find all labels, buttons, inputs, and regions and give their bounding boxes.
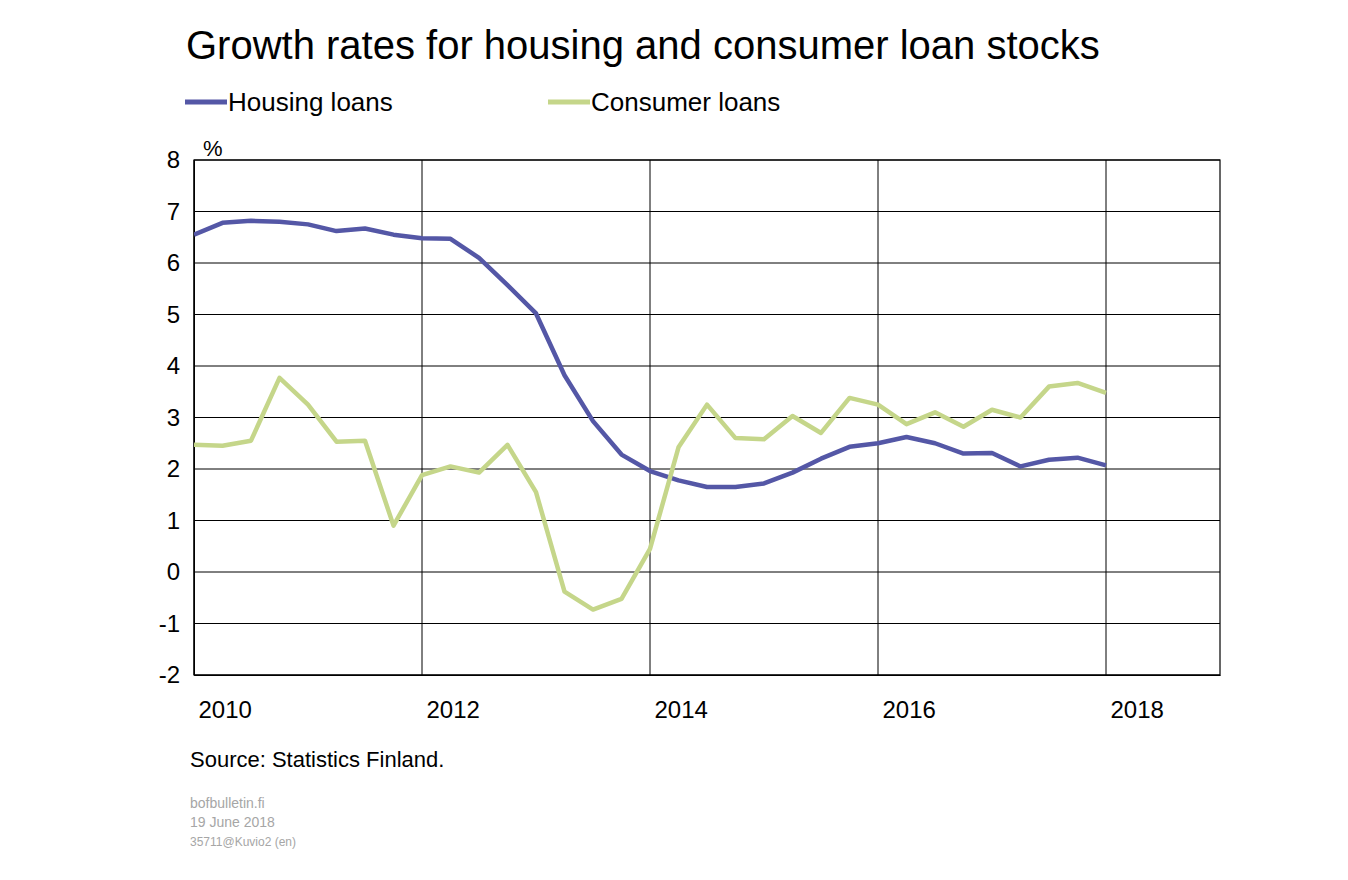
x-tick: 2018 [1107, 675, 1164, 723]
legend-swatch [548, 100, 590, 105]
source: Source: Statistics Finland. [190, 747, 444, 772]
y-tick: -2 [159, 661, 194, 688]
grid-line-x [1106, 160, 1107, 675]
legend-swatch [185, 100, 227, 105]
y-tick-label: 8 [167, 146, 180, 173]
x-tick-label: 2010 [199, 696, 252, 723]
grid-line-y [194, 211, 1220, 212]
y-tick: 6 [167, 249, 194, 276]
x-tick-label: 2014 [655, 696, 708, 723]
y-tick: 4 [167, 352, 194, 379]
legend-label: Housing loans [228, 87, 393, 117]
grid-line-y [194, 572, 1220, 573]
y-tick: 2 [167, 455, 194, 482]
x-tick: 2012 [423, 675, 480, 723]
y-tick: 1 [167, 507, 194, 534]
y-tick: 8 [167, 146, 194, 173]
y-axis: -2 -1 0 1 2 3 4 5 6 7 8 [159, 146, 195, 688]
grid-line-y [194, 417, 1220, 418]
y-tick-label: 6 [167, 249, 180, 276]
y-axis-line [194, 161, 195, 676]
plot-frame [194, 160, 1220, 675]
grid-line-y [194, 623, 1220, 624]
y-tick: 5 [167, 301, 194, 328]
y-tick-label: -2 [159, 661, 180, 688]
footer-note: 35711@Kuvio2 (en) [190, 835, 296, 849]
y-tick-label: 2 [167, 455, 180, 482]
y-axis-title: % [203, 136, 223, 161]
y-tick-label: 5 [167, 301, 180, 328]
y-tick-label: 7 [167, 198, 180, 225]
y-tick-label: -1 [159, 610, 180, 637]
grid-line-x [650, 160, 651, 675]
grid-line-x [878, 160, 879, 675]
series-line [194, 378, 1106, 610]
y-tick-label: 0 [167, 558, 180, 585]
legend: Housing loans Consumer loans [185, 87, 780, 117]
y-tick: 0 [167, 558, 194, 585]
series-line [194, 221, 1106, 487]
grid [194, 160, 1220, 675]
x-tick-label: 2012 [427, 696, 480, 723]
x-axis: 2010 2012 2014 2016 2018 [195, 675, 1221, 723]
y-tick: -1 [159, 610, 194, 637]
y-tick-label: 1 [167, 507, 180, 534]
grid-line-y [194, 366, 1220, 367]
grid-line-y [194, 314, 1220, 315]
y-tick-label: 3 [167, 404, 180, 431]
x-tick: 2014 [651, 675, 708, 723]
x-tick-label: 2016 [883, 696, 936, 723]
y-tick-label: 4 [167, 352, 180, 379]
x-axis-line [195, 675, 1221, 676]
grid-line-y [194, 469, 1220, 470]
series-group [194, 221, 1106, 610]
x-tick-label: 2018 [1111, 696, 1164, 723]
legend-label: Consumer loans [591, 87, 780, 117]
footer-note: bofbulletin.fi [190, 795, 265, 811]
x-tick: 2010 [195, 675, 252, 723]
grid-line-y [194, 520, 1220, 521]
grid-line-y [194, 263, 1220, 264]
y-tick: 3 [167, 404, 194, 431]
y-tick: 7 [167, 198, 194, 225]
chart: Growth rates for housing and consumer lo… [0, 0, 1348, 880]
footer-note: 19 June 2018 [190, 814, 275, 830]
x-tick: 2016 [879, 675, 936, 723]
title: Growth rates for housing and consumer lo… [186, 23, 1100, 67]
